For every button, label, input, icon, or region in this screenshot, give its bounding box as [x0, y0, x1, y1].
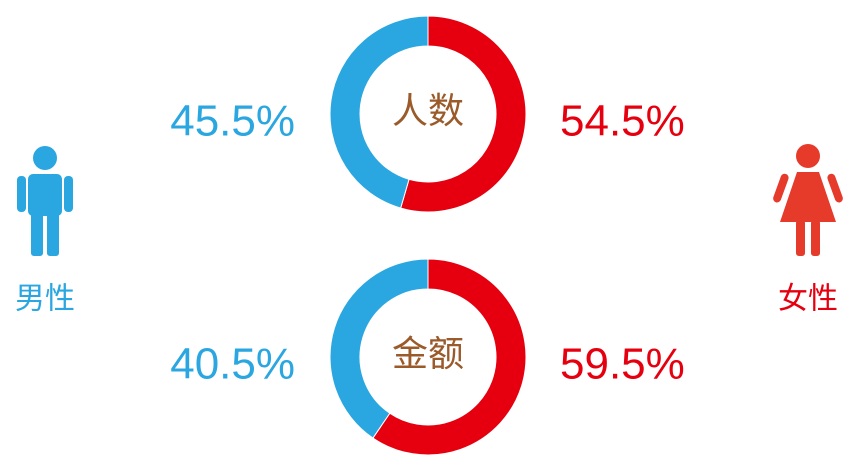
value-label: 59.5%: [560, 340, 685, 389]
male-icon: [17, 146, 73, 256]
value-label: 45.5%: [170, 97, 295, 146]
donut-center-label: 人数: [392, 91, 464, 132]
male-label: 男性: [15, 282, 75, 317]
donut-segment: [329, 15, 429, 209]
donut-segment: [372, 258, 527, 456]
value-label: 54.5%: [560, 97, 685, 146]
female-icon: [773, 144, 843, 256]
donut-segment: [400, 15, 527, 213]
female-label: 女性: [778, 282, 838, 317]
donut-segment: [329, 258, 429, 439]
value-label: 40.5%: [170, 340, 295, 389]
donut-center-label: 金额: [392, 334, 464, 375]
